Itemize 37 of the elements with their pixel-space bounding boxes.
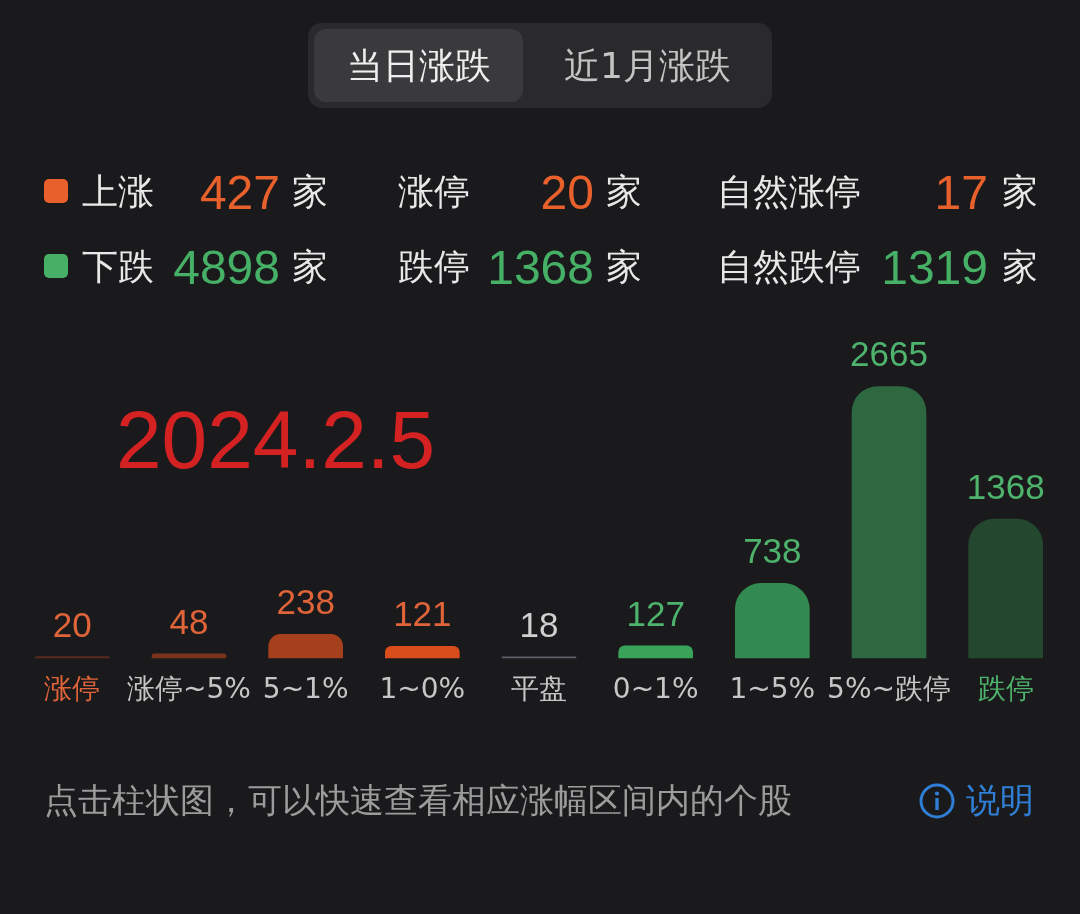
data-label: 1368 xyxy=(966,466,1045,506)
bar xyxy=(35,656,110,659)
text: 自然涨停 17 家 xyxy=(717,166,1038,219)
data-label: 738 xyxy=(743,531,802,571)
data-label: 121 xyxy=(393,594,452,634)
x-tick-label: 0~1% xyxy=(612,672,699,706)
x-tick-label: 涨停 xyxy=(44,672,101,706)
text: 涨停 20 家 xyxy=(398,166,642,219)
segmented-control: 当日涨跌 近1月涨跌 xyxy=(308,23,772,108)
bar xyxy=(968,518,1043,659)
annotation: 2024.2.5 xyxy=(116,393,436,487)
data-label: 2665 xyxy=(850,334,928,374)
x-tick-label: 1~5% xyxy=(729,672,816,706)
selected-tab: 当日涨跌 xyxy=(314,29,523,102)
data-label: 48 xyxy=(169,601,209,641)
bar xyxy=(851,386,927,659)
x-tick-label: 1~0% xyxy=(379,672,466,706)
x-tick-label: 跌停 xyxy=(977,672,1034,706)
x-tick-label: 5%~跌停 xyxy=(827,672,951,706)
bar xyxy=(268,634,343,659)
data-label: 20 xyxy=(52,604,92,644)
bar xyxy=(385,646,460,659)
text: 跌停 1368 家 xyxy=(398,241,642,294)
bar xyxy=(618,645,693,659)
data-label: 18 xyxy=(519,604,559,644)
text: 说明 xyxy=(966,780,1034,820)
text: 点击柱状图，可以快速查看相应涨幅区间内的个股 xyxy=(44,780,792,820)
data-label: 238 xyxy=(276,582,335,622)
x-tick-label: 5~1% xyxy=(262,672,349,706)
bar xyxy=(735,583,810,659)
x-tick-label: 涨停~5% xyxy=(127,672,251,706)
bar xyxy=(151,653,227,659)
text: 下跌 4898 家 xyxy=(82,241,328,294)
x-tick-label: 平盘 xyxy=(511,672,567,706)
text: 自然跌停 1319 家 xyxy=(717,241,1038,294)
data-label: 127 xyxy=(626,593,685,633)
text: 上涨 427 家 xyxy=(82,166,328,219)
